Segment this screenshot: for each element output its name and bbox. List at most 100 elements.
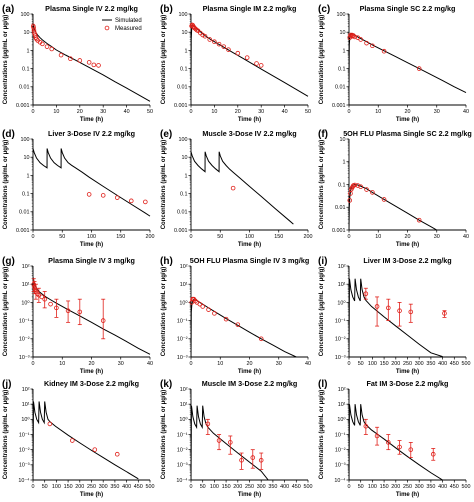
- x-tick-label: 200: [304, 234, 313, 240]
- panel-letter: (h): [160, 256, 173, 267]
- y-tick-label: 10⁻¹: [177, 432, 188, 438]
- measured-point: [91, 62, 97, 68]
- chart-panel: (g) Plasma Single IV 3 mg/kg 10⁻³ 10⁻² 10⁻¹ 1…: [2, 256, 153, 375]
- chart-title: Liver 3-Dose IV 2.2 mg/kg: [48, 129, 135, 138]
- measured-point: [258, 63, 264, 68]
- y-tick-label: 0.1: [22, 67, 30, 73]
- x-tick-label: 40: [305, 361, 311, 367]
- chart-panel: (j) Kidney IM 3-Dose 2.2 mg/kg 10⁻⁴ 10⁻³ 10⁻…: [2, 379, 155, 498]
- simulated-series-line: [349, 183, 437, 230]
- y-tick-label: 10⁻²: [335, 448, 346, 454]
- y-axis-label: Concentrations (μg/mL or μg/g): [3, 140, 9, 230]
- measured-point: [44, 44, 50, 49]
- measured-point: [442, 311, 447, 316]
- measured-point: [347, 198, 353, 203]
- y-tick-label: 0.1: [180, 192, 188, 198]
- x-tick-label: 400: [122, 484, 131, 490]
- y-tick-label: 0.001: [16, 228, 30, 234]
- measured-point: [416, 66, 422, 71]
- x-tick-label: 150: [64, 484, 73, 490]
- panel-letter: (a): [2, 4, 14, 15]
- y-tick-label: 100: [179, 12, 188, 18]
- chart-panel: (h) 5OH FLU Plasma Single IV 3 mg/kg 10⁻³ 1…: [160, 256, 311, 375]
- y-tick-label: 10⁰: [337, 417, 345, 423]
- measured-point: [239, 457, 244, 463]
- x-tick-label: 50: [59, 234, 65, 240]
- x-tick-label: 0: [348, 109, 351, 115]
- y-tick-label: 10⁻³: [177, 463, 188, 469]
- panel-letter: (k): [160, 379, 172, 390]
- chart-title: 5OH FLU Plasma Single IV 3 mg/kg: [190, 256, 309, 265]
- y-tick-label: 10⁻¹: [177, 319, 188, 325]
- y-tick-label: 0.001: [16, 103, 30, 109]
- chart-title: Plasma Single IV 3 mg/kg: [48, 256, 135, 265]
- measured-point: [212, 39, 217, 45]
- measured-point: [370, 43, 375, 49]
- x-tick-label: 10: [375, 109, 381, 115]
- panel-letter: (b): [160, 4, 173, 15]
- measured-point: [408, 309, 414, 315]
- y-tick-label: 10⁻²: [335, 337, 346, 343]
- chart-title: Muscle IM 3-Dose 2.2 mg/kg: [202, 379, 297, 388]
- measured-point: [228, 440, 233, 445]
- x-tick-label: 10: [59, 361, 65, 367]
- y-axis-label: Concentrations (μg/mL or μg/g): [161, 390, 167, 480]
- measured-point: [244, 55, 250, 60]
- measured-point: [39, 294, 45, 300]
- x-tick-label: 0: [32, 484, 35, 490]
- x-tick-label: 50: [200, 484, 206, 490]
- measured-point: [386, 305, 391, 311]
- measured-point: [212, 311, 217, 316]
- x-tick-label: 300: [99, 484, 108, 490]
- x-tick-label: 40: [124, 109, 130, 115]
- x-tick-label: 100: [87, 234, 96, 240]
- x-tick-label: 30: [118, 361, 124, 367]
- y-tick-label: 10⁰: [179, 417, 187, 423]
- chart-title: Plasma Single IV 2.2 mg/kg: [45, 4, 138, 13]
- y-tick-label: 10⁻⁴: [176, 478, 188, 484]
- y-tick-label: 0.001: [332, 228, 346, 234]
- measured-point: [216, 438, 222, 443]
- simulated-series-line: [33, 276, 151, 355]
- x-tick-label: 500: [462, 484, 471, 490]
- x-tick-label: 10: [375, 234, 381, 240]
- x-tick-label: 250: [245, 484, 254, 490]
- x-tick-label: 0: [190, 234, 193, 240]
- simulated-series-line: [349, 404, 443, 480]
- measured-point: [54, 305, 59, 311]
- y-tick-label: 10: [340, 30, 346, 36]
- x-tick-label: 150: [380, 484, 389, 490]
- y-tick-label: 0.1: [180, 67, 188, 73]
- measured-point: [235, 50, 241, 56]
- x-tick-label: 300: [257, 484, 266, 490]
- y-tick-label: 100: [337, 12, 346, 18]
- y-tick-label: 10¹: [338, 282, 346, 288]
- measured-point: [258, 457, 264, 463]
- y-axis-label: Concentrations (μg/mL or μg/g): [3, 15, 9, 105]
- panel-letter: (g): [2, 256, 15, 267]
- y-axis-label: Concentrations (μg/mL or μg/g): [161, 267, 167, 357]
- measured-point: [200, 304, 206, 309]
- x-tick-label: 10: [217, 361, 223, 367]
- x-tick-label: 50: [42, 484, 48, 490]
- y-tick-label: 100: [179, 137, 188, 143]
- y-tick-label: 0.01: [335, 85, 346, 91]
- y-tick-label: 10⁻³: [335, 355, 346, 361]
- measured-point: [374, 304, 380, 309]
- measured-point: [430, 451, 436, 457]
- x-tick-label: 150: [380, 361, 389, 367]
- chart-title: 5OH FLU Plasma Single SC 2.2 mg/kg: [343, 129, 472, 138]
- simulated-series-line: [349, 278, 443, 357]
- y-tick-label: 10: [182, 155, 188, 161]
- x-tick-label: 50: [358, 361, 364, 367]
- x-tick-label: 20: [89, 361, 95, 367]
- x-tick-label: 450: [134, 484, 143, 490]
- x-tick-label: 10: [211, 109, 217, 115]
- measured-point: [221, 44, 227, 49]
- y-axis-label: Concentrations (μg/mL or μg/g): [3, 390, 9, 480]
- x-tick-label: 40: [147, 361, 153, 367]
- x-tick-label: 250: [403, 361, 412, 367]
- y-tick-label: 10¹: [180, 402, 188, 408]
- measured-point: [33, 289, 39, 294]
- x-tick-label: 30: [434, 234, 440, 240]
